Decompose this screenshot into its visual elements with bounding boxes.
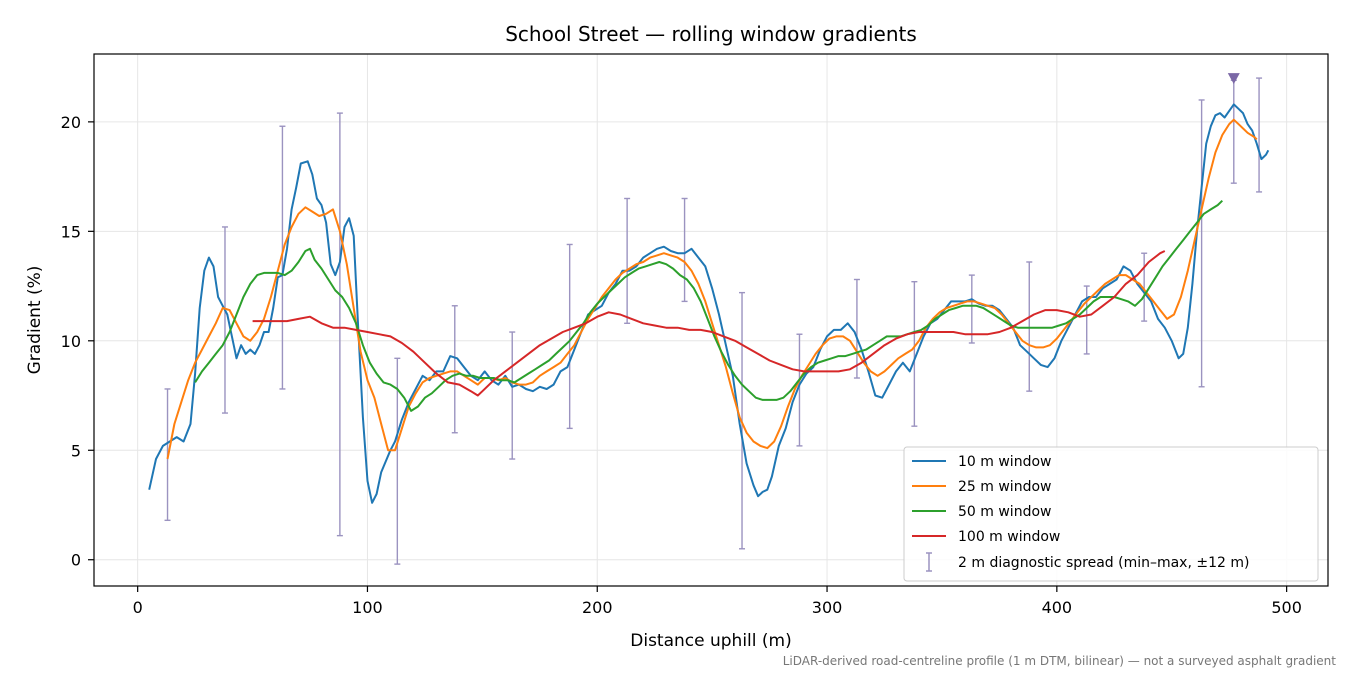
errorbar bbox=[968, 274, 975, 344]
errorbar bbox=[1230, 79, 1237, 184]
legend-label-10m: 10 m window bbox=[958, 454, 1051, 470]
x-tick-label: 100 bbox=[352, 598, 383, 617]
grid bbox=[94, 54, 1328, 586]
errorbar bbox=[221, 226, 228, 414]
y-tick-label: 5 bbox=[71, 441, 81, 460]
series-line-2 bbox=[194, 199, 1223, 412]
y-tick-label: 15 bbox=[61, 222, 81, 241]
errorbar bbox=[911, 280, 918, 427]
peak-marker-layer bbox=[1227, 73, 1240, 85]
x-axis-label: Distance uphill (m) bbox=[630, 631, 791, 651]
y-axis-label: Gradient (%) bbox=[25, 266, 45, 375]
errorbar bbox=[1026, 261, 1033, 392]
y-tick-label: 20 bbox=[61, 113, 81, 132]
legend-box bbox=[903, 446, 1319, 582]
x-tick-label: 0 bbox=[133, 598, 143, 617]
x-tick-label: 500 bbox=[1271, 598, 1302, 617]
errorbar bbox=[1198, 99, 1205, 388]
y-tick-label: 10 bbox=[61, 332, 81, 351]
y-tick-label: 0 bbox=[71, 551, 81, 570]
plot-frame bbox=[93, 53, 1329, 587]
series-line-0 bbox=[148, 103, 1270, 504]
errorbar bbox=[336, 112, 343, 537]
axis-ticks: 0 100 200 300 400 500 0 5 10 15 20 bbox=[61, 113, 1302, 617]
errorbar bbox=[394, 357, 401, 565]
chart-title: School Street — rolling window gradients bbox=[505, 22, 917, 46]
x-tick-label: 200 bbox=[582, 598, 613, 617]
errorbar bbox=[1141, 252, 1148, 322]
legend-label-25m: 25 m window bbox=[958, 479, 1051, 495]
series-line-3 bbox=[252, 250, 1166, 397]
errorbar-layer bbox=[164, 77, 1263, 565]
peak-marker bbox=[1227, 73, 1240, 85]
errorbar bbox=[509, 331, 516, 460]
errorbar bbox=[451, 305, 458, 434]
errorbar bbox=[624, 197, 631, 324]
legend-label-100m: 100 m window bbox=[958, 529, 1060, 545]
legend-label-spread: 2 m diagnostic spread (min–max, ±12 m) bbox=[958, 555, 1249, 571]
x-tick-label: 300 bbox=[812, 598, 843, 617]
footnote: LiDAR-derived road-centreline profile (1… bbox=[783, 654, 1337, 668]
errorbar bbox=[681, 197, 688, 303]
errorbar bbox=[1256, 77, 1263, 193]
errorbar bbox=[853, 278, 860, 379]
legend-label-50m: 50 m window bbox=[958, 504, 1051, 520]
errorbar bbox=[279, 125, 286, 390]
x-tick-label: 400 bbox=[1042, 598, 1073, 617]
errorbar bbox=[796, 333, 803, 447]
errorbar bbox=[566, 243, 573, 430]
series-layer bbox=[148, 103, 1270, 504]
legend: 10 m window 25 m window 50 m window 100 … bbox=[903, 446, 1319, 582]
legend-swatch-spread bbox=[926, 552, 932, 572]
